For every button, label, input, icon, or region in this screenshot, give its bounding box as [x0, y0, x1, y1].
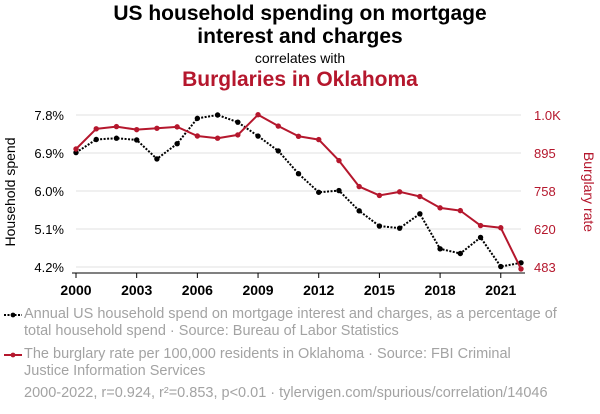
- chart-title-2: Burglaries in Oklahoma: [182, 68, 418, 91]
- burglary-rate-point: [477, 222, 484, 229]
- household-spend-point: [174, 141, 180, 147]
- burglary-rate-point: [498, 225, 504, 231]
- chart-title: US household spending on mortgage intere…: [0, 2, 600, 48]
- legend-marker-household: [4, 312, 22, 318]
- household-spend-point: [477, 234, 484, 241]
- household-spend-point: [113, 135, 120, 141]
- x-tick-label: 2021: [485, 282, 516, 298]
- burglary-rate-point: [235, 132, 241, 138]
- household-spend-point: [437, 246, 443, 252]
- burglary-rate-point: [336, 157, 342, 164]
- burglary-rate-point: [113, 123, 120, 130]
- household-spend-point: [336, 187, 342, 194]
- burglary-rate-point: [133, 126, 140, 133]
- chart-footer: 2000-2022, r=0.924, r²=0.853, p<0.01 · t…: [24, 385, 548, 401]
- series-layer: [73, 112, 524, 272]
- burglary-rate-point: [174, 124, 180, 130]
- x-axis: 2000 2003 2006 2009 2012 2015 2018 2021: [60, 272, 525, 298]
- left-tick-label: 4.2%: [34, 260, 64, 275]
- household-spend-point: [457, 250, 464, 257]
- right-tick-label: 758: [534, 184, 556, 199]
- burglary-rate-point: [194, 133, 201, 139]
- household-spend-line: [75, 114, 522, 268]
- x-tick-label: 2006: [182, 282, 213, 298]
- burglary-rate-point: [518, 266, 524, 272]
- burglary-rate-point: [73, 146, 79, 152]
- chart-subtitle: correlates with: [254, 50, 346, 66]
- burglary-rate-point: [214, 135, 221, 141]
- burglary-rate-point: [417, 193, 423, 200]
- burglary-rate-point: [255, 112, 261, 118]
- burglary-rate-point: [437, 205, 443, 211]
- burglary-rate-point: [154, 125, 160, 131]
- ylabel-left: Household spend: [2, 138, 18, 247]
- household-spend-point: [498, 263, 504, 270]
- left-tick-label: 5.1%: [34, 222, 64, 237]
- left-tick-label: 6.9%: [34, 146, 64, 161]
- x-tick-label: 2003: [121, 282, 152, 298]
- legend-text-household: Annual US household spend on mortgage in…: [24, 306, 594, 340]
- burglary-rate-point: [93, 126, 99, 132]
- right-tick-label: 895: [534, 146, 556, 161]
- household-spend-point: [93, 136, 99, 143]
- x-tick-label: 2015: [364, 282, 395, 298]
- right-axis: 483 620 758 895 1.0K: [534, 108, 561, 275]
- burglary-rate-point: [457, 207, 464, 214]
- title-line-2: interest and charges: [197, 25, 403, 48]
- household-spend-point: [235, 119, 241, 125]
- legend-household-line-2: total household spend · Source: Bureau o…: [24, 323, 399, 339]
- legend-text-burglary: The burglary rate per 100,000 residents …: [24, 346, 594, 380]
- household-spend-point: [417, 211, 423, 217]
- household-spend-point: [194, 115, 201, 122]
- right-tick-label: 620: [534, 222, 556, 237]
- household-spend-point: [316, 189, 322, 195]
- legend-household-line-1: Annual US household spend on mortgage in…: [24, 306, 557, 322]
- legend-burglary-line-2: Justice Information Services: [24, 363, 206, 379]
- ylabel-right: Burglary rate: [581, 152, 597, 232]
- burglary-rate-point: [295, 133, 302, 139]
- household-spend-point: [255, 133, 261, 139]
- burglary-rate-point: [275, 123, 281, 129]
- household-spend-point: [214, 112, 221, 118]
- household-spend-point: [154, 156, 160, 162]
- left-axis: 4.2% 5.1% 6.0% 6.9% 7.8%: [34, 108, 64, 275]
- household-spend-point: [376, 223, 383, 229]
- legend-marker-burglary: [4, 352, 22, 358]
- x-tick-label: 2012: [303, 282, 334, 298]
- left-tick-label: 7.8%: [34, 108, 64, 123]
- right-tick-label: 1.0K: [534, 108, 561, 123]
- left-tick-label: 6.0%: [34, 184, 64, 199]
- legend-burglary-line-1: The burglary rate per 100,000 residents …: [24, 346, 511, 362]
- household-spend-point: [275, 148, 281, 154]
- right-tick-label: 483: [534, 260, 556, 275]
- x-tick-label: 2009: [242, 282, 273, 298]
- burglary-rate-point: [376, 192, 383, 199]
- burglary-rate-point: [396, 189, 403, 195]
- burglary-rate-point: [356, 183, 362, 190]
- x-tick-label: 2000: [60, 282, 91, 298]
- household-spend-point: [396, 225, 403, 231]
- burglary-rate-point: [316, 136, 322, 143]
- x-tick-label: 2018: [425, 282, 456, 298]
- household-spend-point: [133, 137, 140, 143]
- household-spend-point: [295, 170, 302, 177]
- household-spend-point: [356, 208, 362, 214]
- grid-lines: [76, 114, 521, 268]
- title-line-1: US household spending on mortgage: [113, 2, 487, 25]
